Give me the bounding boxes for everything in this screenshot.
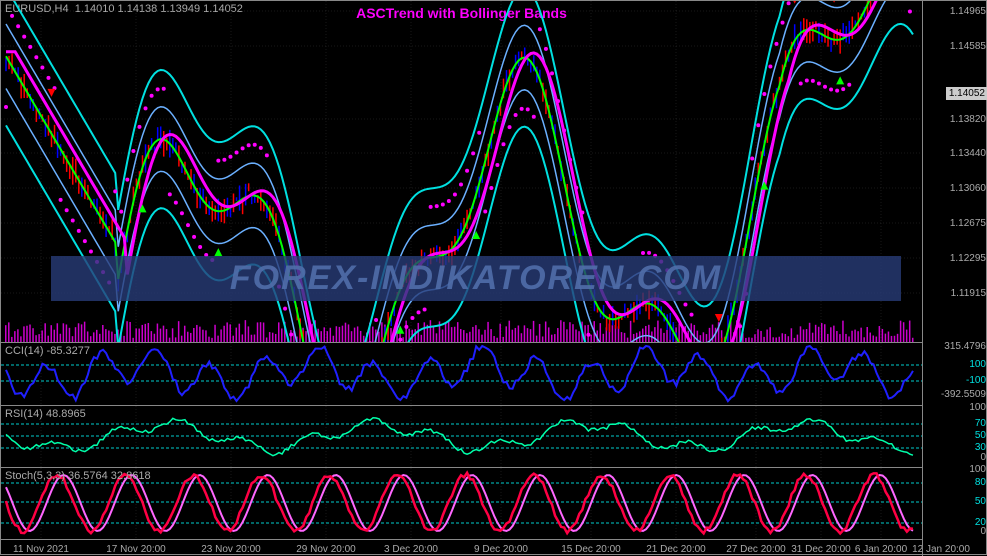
time-label: 29 Nov 20:00	[296, 544, 356, 555]
price-label: 1.13060	[950, 183, 986, 194]
time-label: 17 Nov 20:00	[106, 544, 166, 555]
rsi-label: 70	[975, 418, 986, 429]
cci-label: 315.4796	[944, 341, 986, 352]
price-axis: 1.14052 1.14965 1.14585 1.13820 1.13440 1.13…	[922, 1, 987, 556]
rsi-label: 0	[980, 452, 986, 463]
current-price-box: 1.14052	[946, 87, 987, 100]
cci-label: -100	[966, 375, 986, 386]
time-axis: 11 Nov 2021 17 Nov 20:00 23 Nov 20:00 29 No…	[1, 539, 922, 556]
chart-container: EURUSD,H4 1.14010 1.14138 1.13949 1.1405…	[0, 0, 987, 555]
rsi-svg	[1, 406, 922, 468]
cci-line	[6, 346, 913, 401]
stoch-label: 0	[980, 526, 986, 537]
main-price-panel[interactable]: EURUSD,H4 1.14010 1.14138 1.13949 1.1405…	[1, 1, 922, 342]
time-label: 9 Dec 20:00	[474, 544, 528, 555]
watermark-text: FOREX-INDIKATOREN.COM	[230, 259, 722, 298]
time-label: 11 Nov 2021	[13, 544, 69, 555]
time-label: 23 Nov 20:00	[201, 544, 261, 555]
stoch-label: 100	[969, 464, 986, 475]
watermark: FOREX-INDIKATOREN.COM	[51, 256, 901, 301]
stoch-panel[interactable]: Stoch(5,3,3) 36.5764 32.8618	[1, 467, 922, 539]
cci-label: CCI(14) -85.3277	[5, 345, 90, 357]
cci-panel[interactable]: CCI(14) -85.3277	[1, 342, 922, 405]
price-label: 1.13820	[950, 114, 986, 125]
time-label: 15 Dec 20:00	[561, 544, 621, 555]
price-label: 1.12295	[950, 253, 986, 264]
volume-bars	[5, 320, 913, 342]
stoch-label: Stoch(5,3,3) 36.5764 32.8618	[5, 470, 151, 482]
cci-label: -392.5509	[941, 389, 986, 400]
price-label: 1.14585	[950, 41, 986, 52]
rsi-panel[interactable]: RSI(14) 48.8965	[1, 405, 922, 467]
time-label: 27 Dec 20:00	[726, 544, 786, 555]
time-label: 3 Dec 20:00	[384, 544, 438, 555]
time-label: 31 Dec 20:00	[791, 544, 851, 555]
rsi-label: 100	[969, 402, 986, 413]
time-label: 21 Dec 20:00	[646, 544, 706, 555]
price-label: 1.11915	[951, 288, 986, 299]
price-label: 1.13440	[950, 148, 986, 159]
price-label: 1.14965	[950, 6, 986, 17]
rsi-label: 50	[975, 430, 986, 441]
rsi-label: RSI(14) 48.8965	[5, 408, 86, 420]
price-label: 1.12675	[950, 218, 986, 229]
stoch-label: 50	[975, 496, 986, 507]
rsi-line	[6, 418, 913, 456]
stoch-label: 80	[975, 477, 986, 488]
time-label: 6 Jan 20:00	[855, 544, 907, 555]
cci-label: 100	[969, 359, 986, 370]
cci-svg	[1, 343, 922, 406]
